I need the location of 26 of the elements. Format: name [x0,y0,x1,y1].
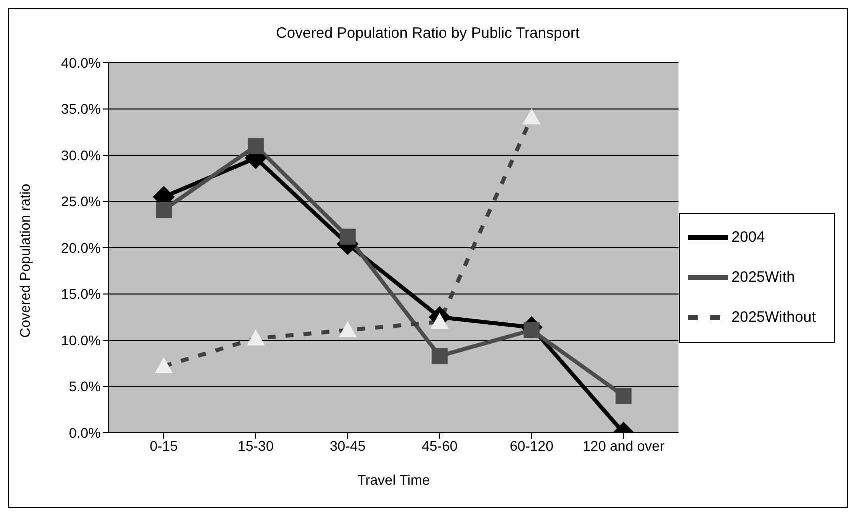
x-tick-label: 0-15 [150,438,178,454]
x-axis-title: Travel Time [358,472,430,488]
y-tick-label: 10.0% [61,332,101,348]
legend-label: 2004 [732,228,766,246]
y-tick-label: 40.0% [61,54,101,71]
chart-title: Covered Population Ratio by Public Transport [275,24,581,44]
legend-label: 2025With [732,268,796,286]
y-tick-label: 15.0% [61,286,101,302]
x-tick-label: 120 and over [582,438,665,454]
point [156,202,172,218]
y-axis-title: Covered Population ratio [16,184,33,338]
y-tick-label: 30.0% [61,147,101,164]
y-tick-label: 35.0% [61,101,101,118]
x-tick-label: 45-60 [422,438,458,454]
point [248,138,264,154]
point [432,348,448,364]
y-tick-label: 25.0% [61,194,101,210]
point [616,388,632,404]
y-tick-label: 5.0% [69,378,101,395]
y-tick-label: 20.0% [61,240,101,256]
point [340,228,356,245]
x-tick-label: 30-45 [330,438,366,454]
x-tick-label: 15-30 [238,438,274,454]
legend-label: 2025Without [732,308,816,326]
x-tick-label: 60-120 [510,438,554,454]
y-tick-label: 0.0% [69,424,101,441]
